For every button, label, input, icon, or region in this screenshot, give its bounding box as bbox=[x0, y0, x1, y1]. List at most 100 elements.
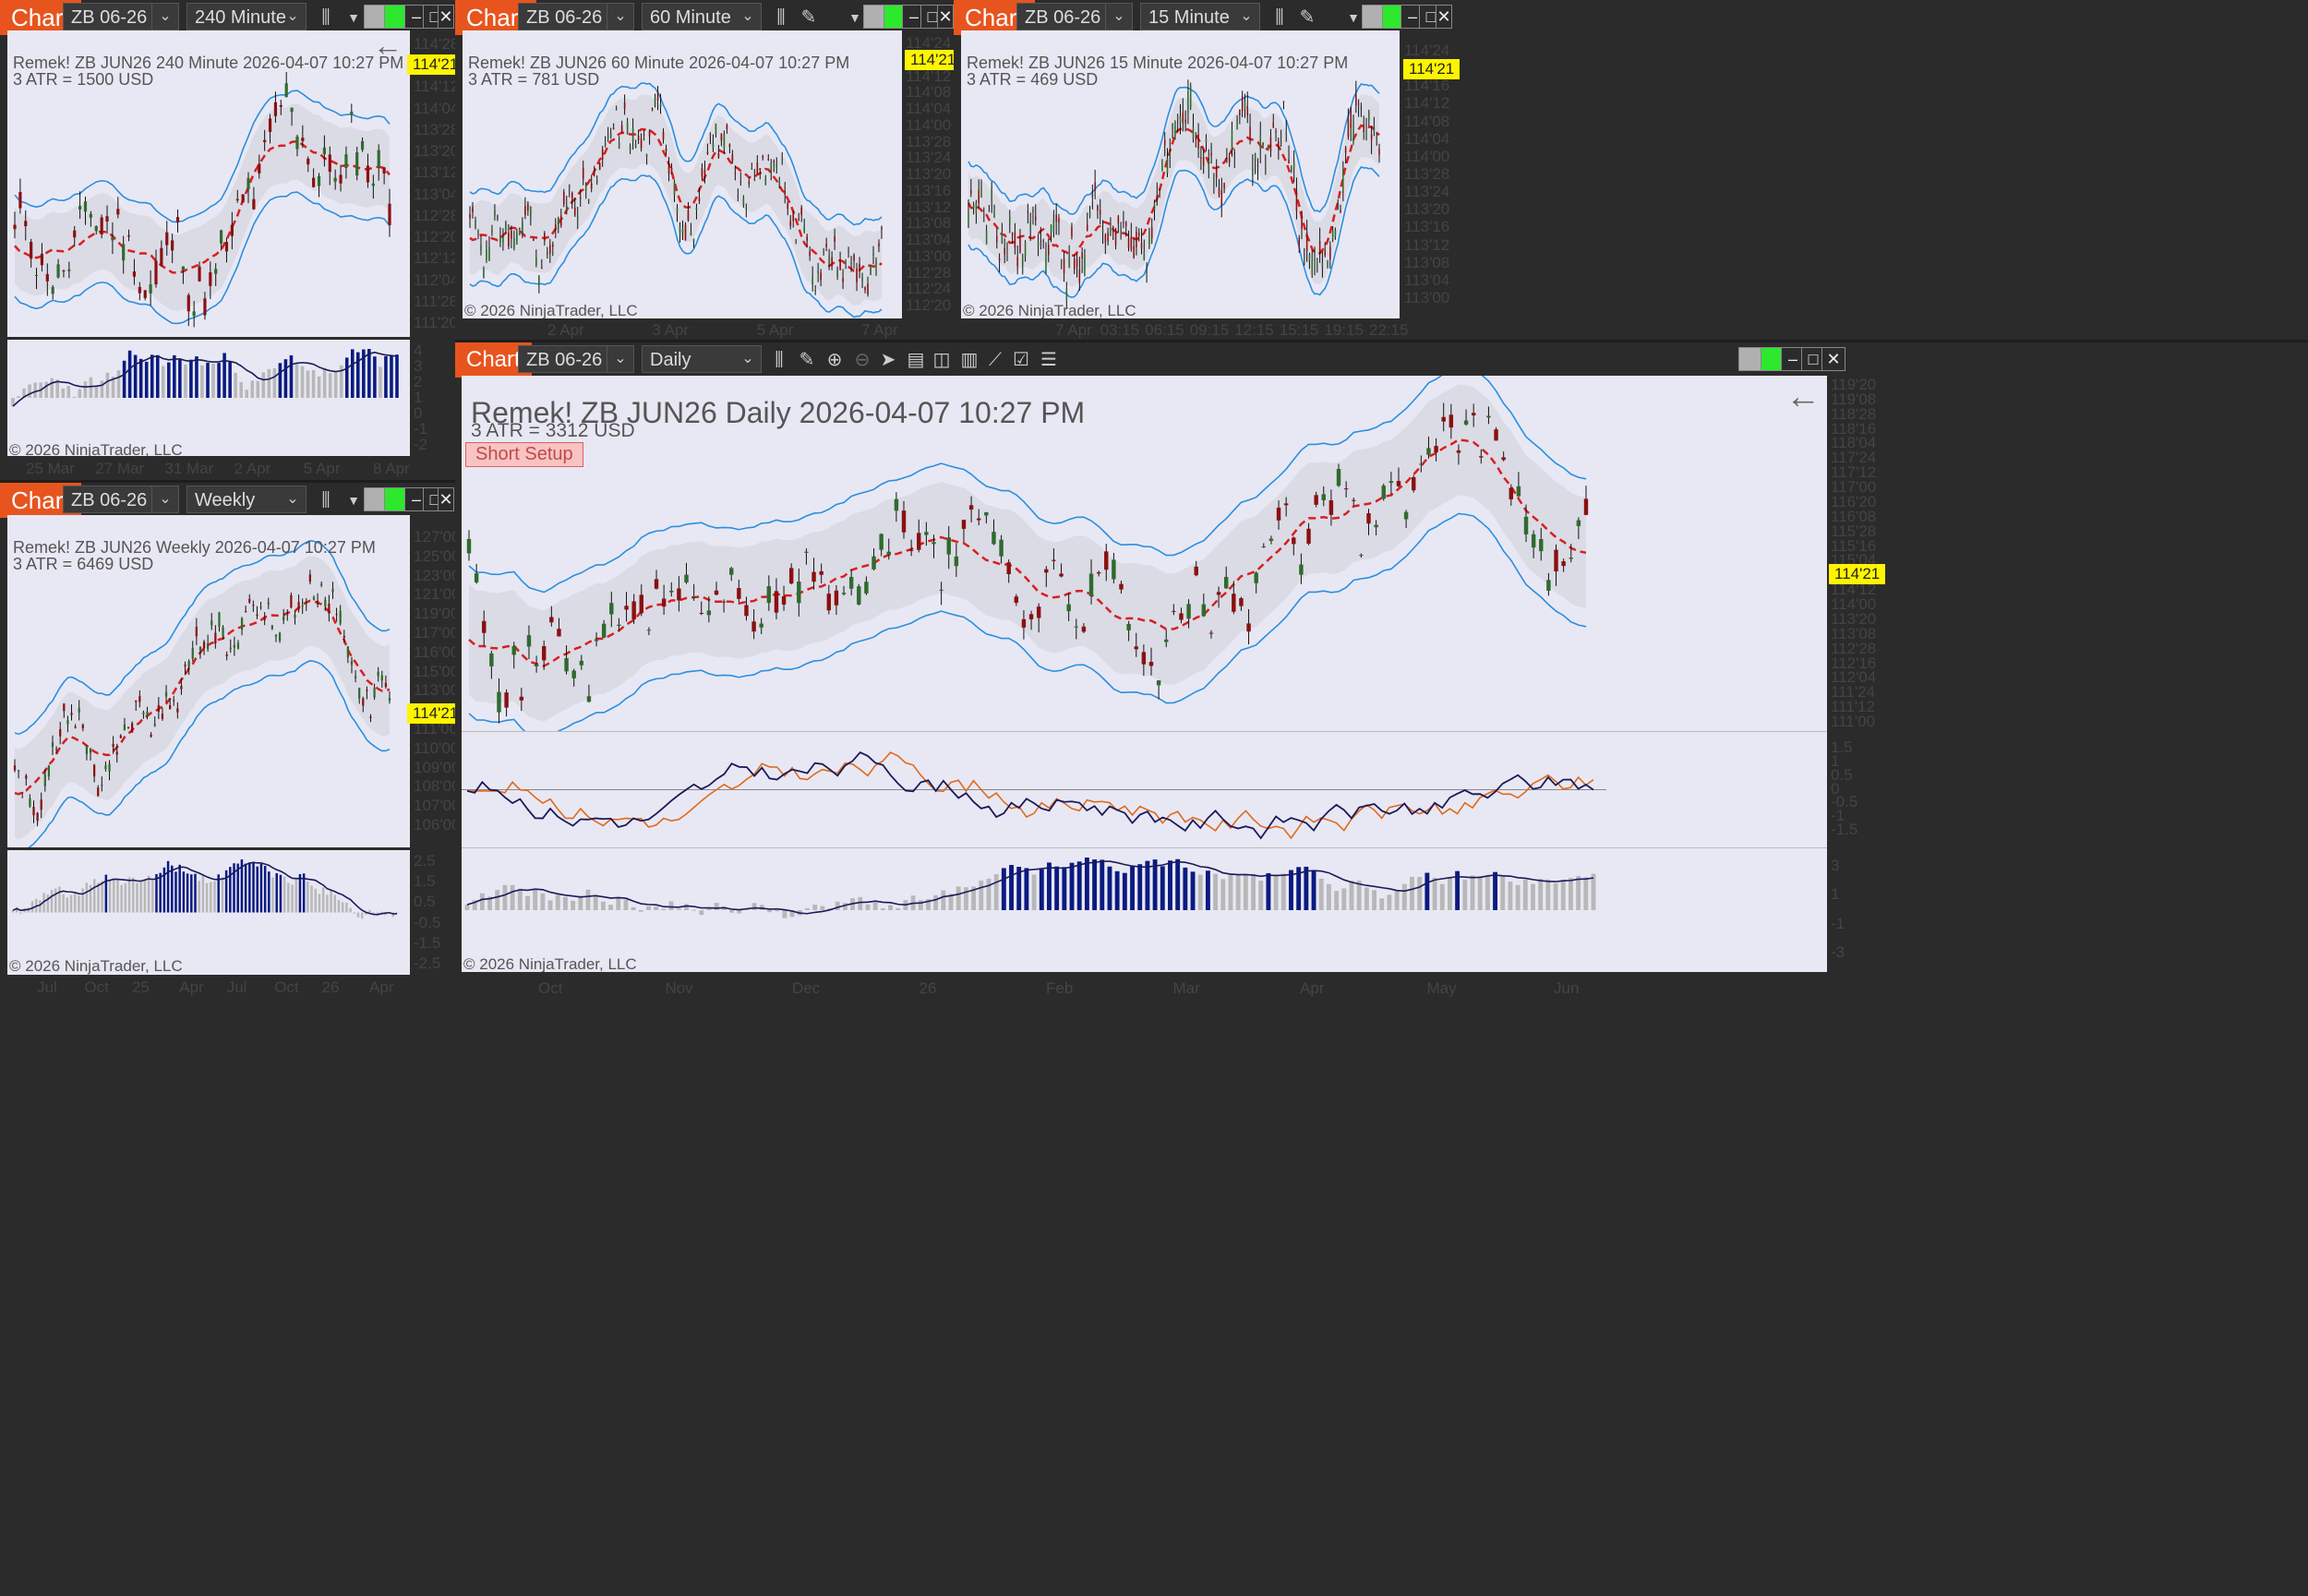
time-axis[interactable]: Jul Oct 25 Apr Jul Oct 26 Apr bbox=[18, 977, 406, 997]
candle-body bbox=[1321, 494, 1326, 500]
candle-body bbox=[684, 574, 689, 583]
bar-type-icon[interactable]: ⫼ bbox=[321, 7, 331, 28]
candle-body bbox=[1321, 262, 1324, 268]
candle-body bbox=[74, 726, 77, 728]
chevron-down-icon[interactable]: ▼ bbox=[848, 10, 861, 25]
close-button[interactable]: ✕ bbox=[438, 5, 454, 29]
candle-body bbox=[1027, 210, 1029, 212]
minimize-button[interactable]: – bbox=[1781, 347, 1805, 371]
chevron-down-icon[interactable]: ⌄ bbox=[607, 4, 633, 30]
candle-body bbox=[176, 708, 179, 713]
close-button[interactable]: ✕ bbox=[1821, 347, 1845, 371]
instrument-selector[interactable]: ZB 06-26 ⌄ bbox=[518, 345, 634, 373]
instrument-selector[interactable]: ZB 06-26 ⌄ bbox=[63, 486, 179, 513]
back-arrow-icon[interactable]: ← bbox=[1785, 378, 1821, 416]
candle-body bbox=[836, 270, 838, 277]
candle-body bbox=[878, 243, 880, 246]
time-axis[interactable]: 25 Mar 27 Mar 31 Mar 2 Apr 5 Apr 8 Apr bbox=[7, 458, 410, 478]
close-button[interactable]: ✕ bbox=[438, 487, 454, 511]
axis-tick-label: 113'24 bbox=[906, 149, 952, 167]
price-panel[interactable]: Remek! ZB JUN26 Weekly 2026-04-07 10:27 … bbox=[7, 515, 410, 847]
candle-body bbox=[30, 241, 33, 259]
histogram-bar bbox=[395, 354, 399, 398]
strategies-icon[interactable]: ⟋ bbox=[989, 350, 1002, 370]
candle-body bbox=[673, 182, 676, 196]
bar-type-icon[interactable]: ⫼ bbox=[1275, 7, 1284, 28]
instrument-selector[interactable]: ZB 06-26 ⌄ bbox=[63, 3, 179, 30]
close-button[interactable]: ✕ bbox=[1436, 5, 1452, 29]
candle-body bbox=[1024, 242, 1027, 256]
bar-type-icon[interactable]: ⫼ bbox=[775, 350, 784, 370]
link-gray-button[interactable] bbox=[863, 5, 887, 29]
chevron-down-icon[interactable]: ⌄ bbox=[1105, 4, 1132, 30]
bar-type-icon[interactable]: ⫼ bbox=[321, 490, 331, 510]
candle-body bbox=[286, 614, 289, 616]
link-gray-button[interactable] bbox=[1362, 5, 1386, 29]
list-icon[interactable]: ☰ bbox=[1040, 350, 1057, 370]
histogram-bar bbox=[259, 863, 263, 913]
interval-selector[interactable]: Daily ⌄ bbox=[642, 345, 762, 373]
price-panel[interactable]: Remek! ZB JUN26 240 Minute 2026-04-07 10… bbox=[7, 30, 410, 337]
price-panel[interactable]: Remek! ZB JUN26 15 Minute 2026-04-07 10:… bbox=[961, 30, 1400, 318]
chevron-down-icon[interactable]: ⌄ bbox=[1240, 8, 1253, 24]
price-axis[interactable]: 127'00 125'00 123'00 121'00 119'00 117'00 116'… bbox=[412, 515, 463, 847]
histogram-bar bbox=[116, 370, 121, 398]
time-axis[interactable]: 7 Apr 03:15 06:15 09:15 12:15 15:15 19:15 22:15 bbox=[1037, 319, 1409, 340]
candle-body bbox=[814, 289, 816, 292]
chevron-down-icon[interactable]: ⌄ bbox=[286, 8, 299, 24]
candle-body bbox=[1192, 126, 1195, 138]
candle-body bbox=[1292, 537, 1296, 545]
axis-tick-label: 113'12 bbox=[1404, 235, 1450, 254]
close-button[interactable]: ✕ bbox=[937, 5, 954, 29]
price-panel[interactable]: Remek! ZB JUN26 60 Minute 2026-04-07 10:… bbox=[463, 30, 902, 318]
interval-selector[interactable]: 240 Minute ⌄ bbox=[186, 3, 307, 30]
trend-line bbox=[469, 127, 883, 273]
bar-type-icon[interactable]: ⫼ bbox=[776, 7, 786, 28]
chevron-down-icon[interactable]: ⌄ bbox=[607, 346, 633, 372]
chevron-down-icon[interactable]: ⌄ bbox=[741, 351, 754, 366]
chevron-down-icon[interactable]: ⌄ bbox=[286, 491, 299, 507]
interval-selector[interactable]: 60 Minute ⌄ bbox=[642, 3, 762, 30]
histogram-bar bbox=[1576, 875, 1581, 910]
drawing-tool-icon[interactable]: ✎ bbox=[1299, 7, 1316, 28]
link-green-button[interactable] bbox=[384, 5, 408, 29]
drawing-tool-icon[interactable]: ✎ bbox=[800, 7, 817, 28]
candle-body bbox=[677, 588, 681, 601]
zoom-out-icon[interactable]: ⊖ bbox=[854, 350, 871, 370]
link-gray-button[interactable] bbox=[364, 487, 388, 511]
indicators-icon[interactable]: ▥ bbox=[960, 350, 979, 370]
axis-tick-label: Nov bbox=[665, 979, 693, 997]
chevron-down-icon[interactable]: ⌄ bbox=[151, 486, 178, 512]
maximize-button[interactable]: □ bbox=[1801, 347, 1825, 371]
link-green-button[interactable] bbox=[1761, 347, 1785, 371]
chevron-down-icon[interactable]: ▼ bbox=[347, 10, 360, 25]
drawing-tool-icon[interactable]: ✎ bbox=[799, 350, 815, 370]
histogram-bar bbox=[812, 905, 818, 910]
link-gray-button[interactable] bbox=[1738, 347, 1762, 371]
candle-body bbox=[748, 181, 751, 185]
time-axis[interactable]: 2 Apr 3 Apr 5 Apr 7 Apr bbox=[529, 319, 898, 340]
upper-band-line bbox=[469, 82, 883, 226]
candle-body bbox=[795, 239, 798, 241]
chevron-down-icon[interactable]: ▼ bbox=[347, 493, 360, 508]
candle-body bbox=[762, 155, 764, 159]
pointer-icon[interactable]: ➤ bbox=[880, 350, 896, 370]
candle-body bbox=[1340, 210, 1341, 213]
axis-tick-label: 112'28 bbox=[414, 206, 460, 224]
chevron-down-icon[interactable]: ▼ bbox=[1347, 10, 1360, 25]
price-axis[interactable]: 114'24114'16114'12114'08114'04114'00113'… bbox=[904, 30, 956, 318]
chevron-down-icon[interactable]: ⌄ bbox=[741, 8, 754, 24]
back-arrow-icon[interactable]: ← bbox=[373, 30, 403, 62]
price-axis[interactable]: 119'20 119'08 118'28 118'16 118'04 117'24 117'… bbox=[1829, 376, 1881, 731]
price-panel[interactable]: Remek! ZB JUN26 Daily 2026-04-07 10:27 P… bbox=[462, 376, 1827, 731]
properties-icon[interactable]: ☑ bbox=[1013, 350, 1029, 370]
chevron-down-icon[interactable]: ⌄ bbox=[151, 4, 178, 30]
chart-trader-icon[interactable]: ◫ bbox=[932, 350, 951, 370]
zoom-in-icon[interactable]: ⊕ bbox=[826, 350, 843, 370]
instrument-selector[interactable]: ZB 06-26 ⌄ bbox=[1016, 3, 1133, 30]
time-axis[interactable]: Oct Nov Dec 26 Feb Mar Apr May Jun bbox=[520, 978, 1591, 998]
instrument-selector[interactable]: ZB 06-26 ⌄ bbox=[518, 3, 634, 30]
interval-selector[interactable]: Weekly ⌄ bbox=[186, 486, 307, 513]
data-box-icon[interactable]: ▤ bbox=[907, 350, 925, 370]
interval-selector[interactable]: 15 Minute ⌄ bbox=[1140, 3, 1260, 30]
